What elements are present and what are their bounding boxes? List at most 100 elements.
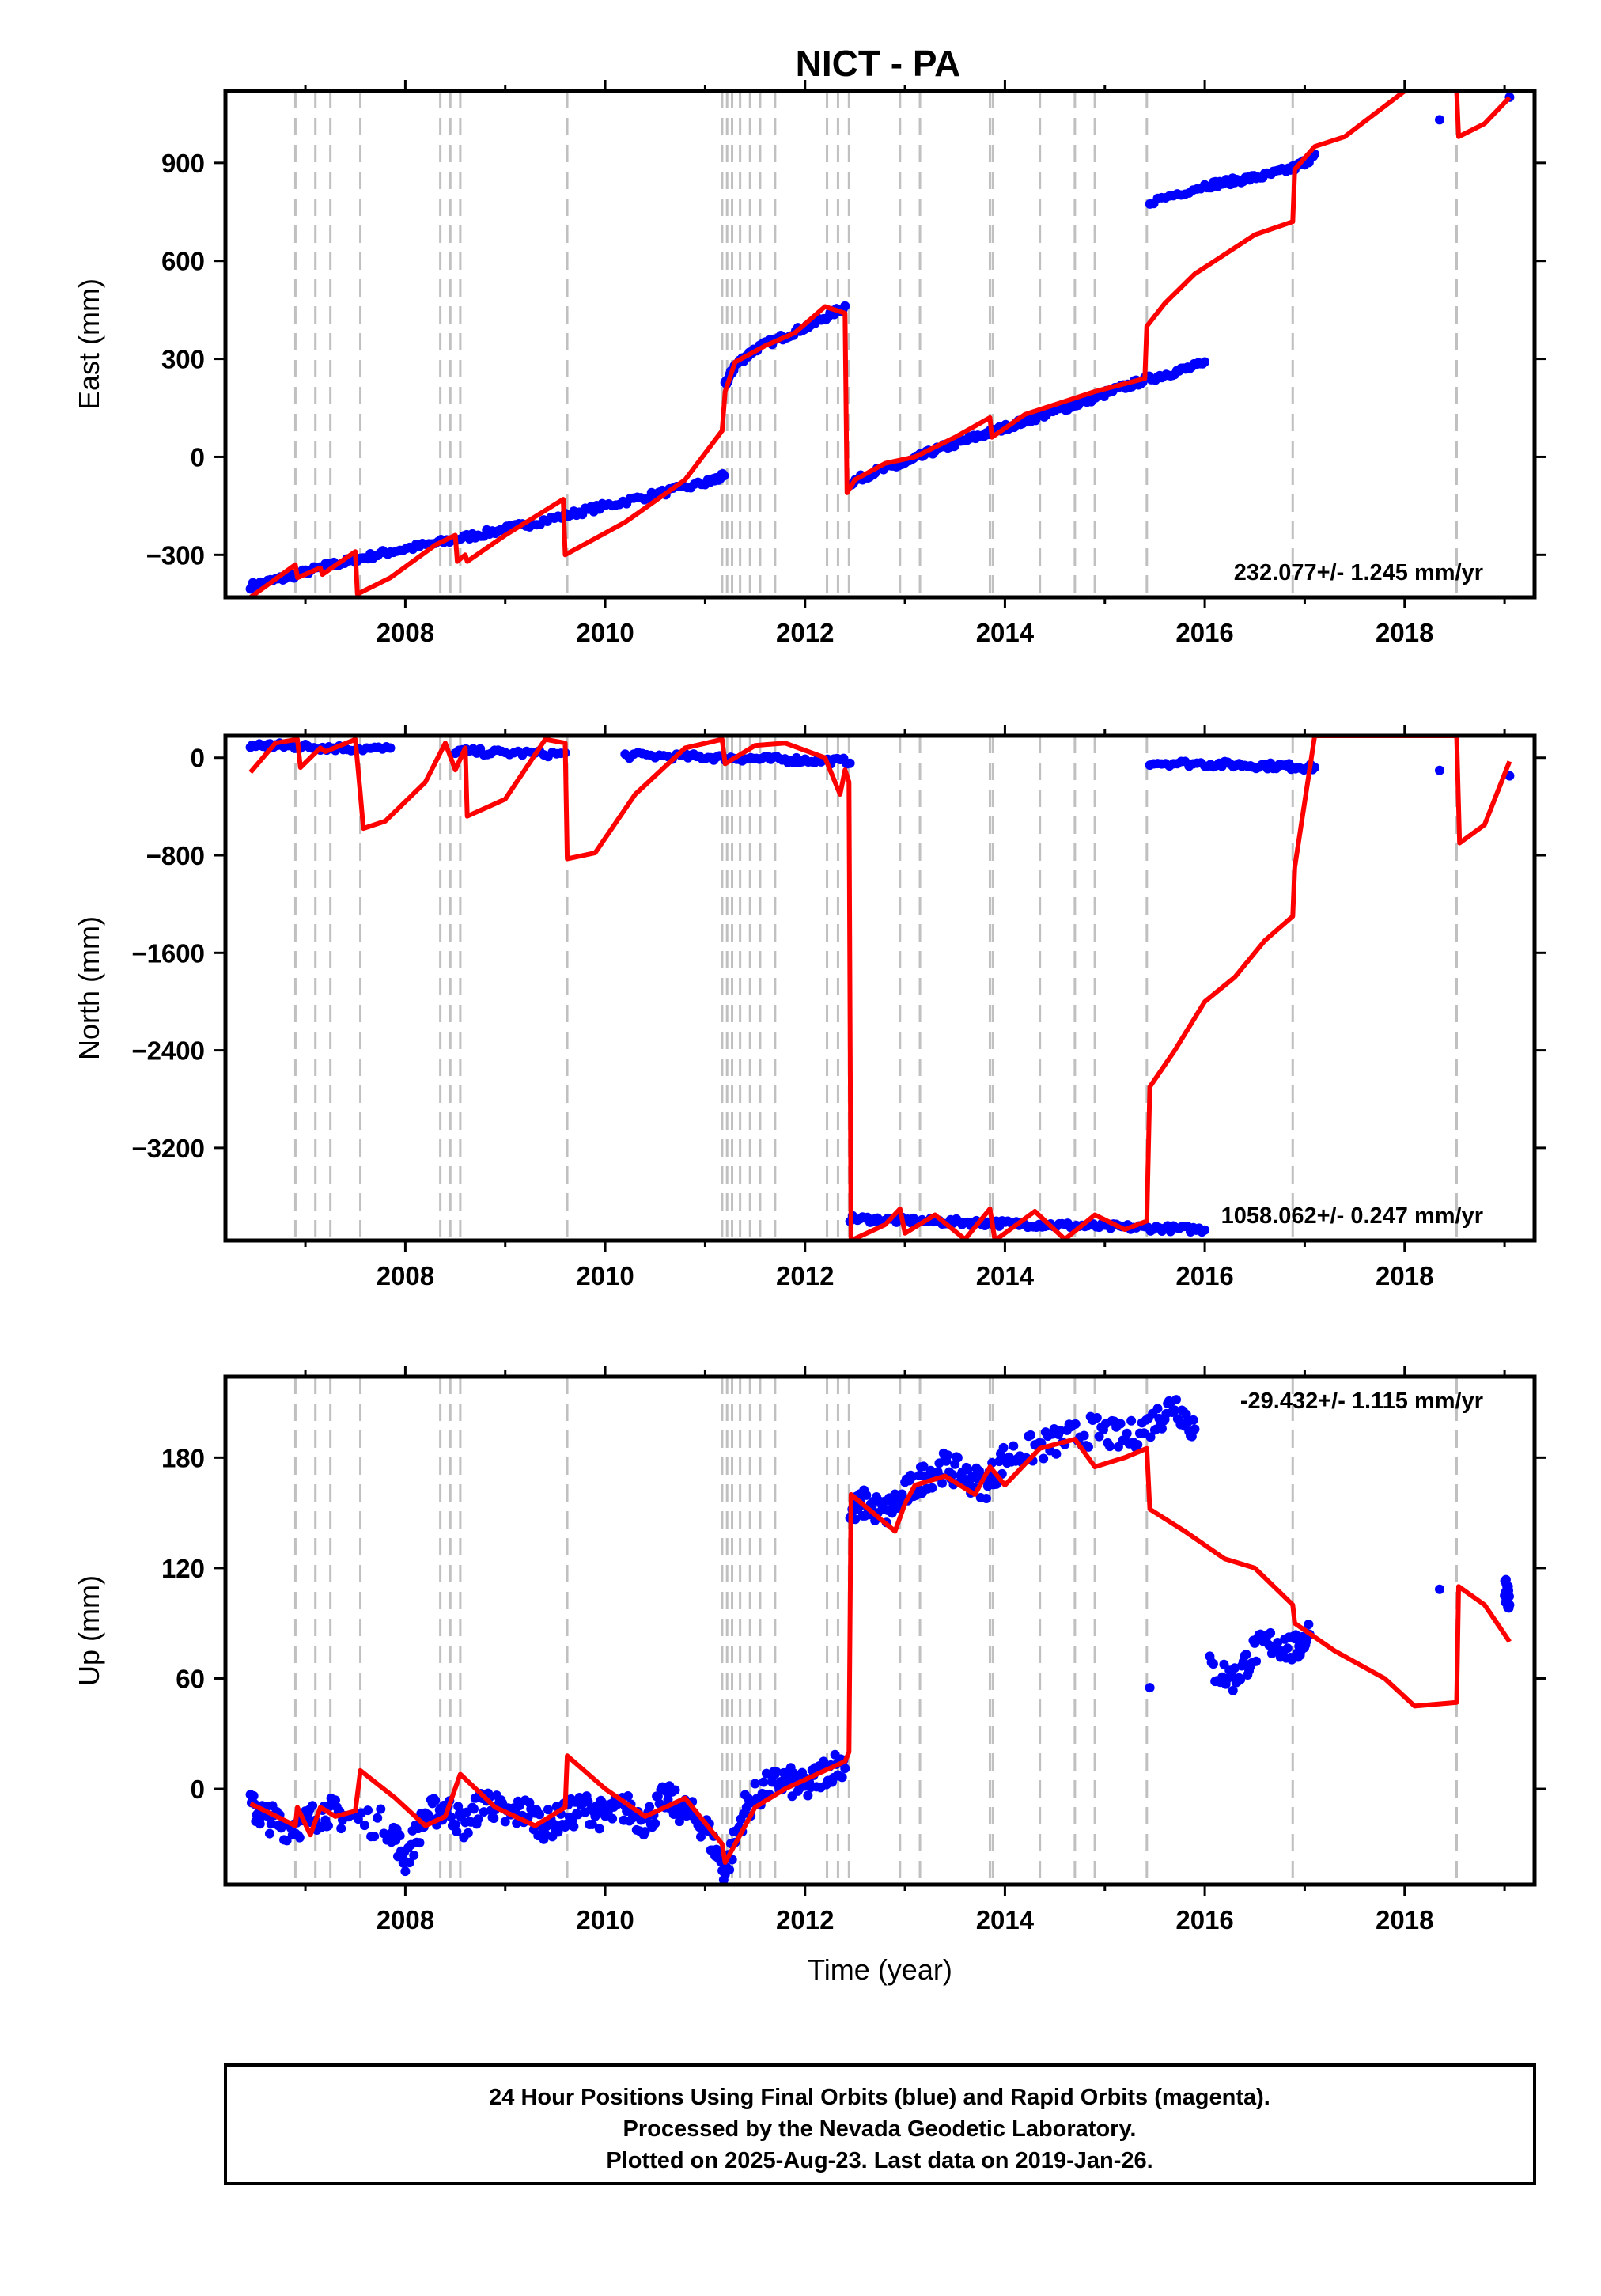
up-data-point [963,1464,973,1475]
east-model-line [248,91,1512,597]
east-y-tick-label: 600 [161,247,205,276]
up-data-point [1266,1627,1276,1638]
up-data-point [1188,1415,1198,1425]
east-rate-label: 232.077+/- 1.245 mm/yr [1234,560,1483,585]
up-data-point [323,1821,333,1831]
up-data-point [359,1821,369,1831]
up-data-point [1152,1404,1163,1414]
up-x-tick-label: 2018 [1376,1905,1433,1934]
chart-title: NICT - PA [796,43,961,84]
up-data-point [1434,1584,1444,1594]
up-data-point [1009,1441,1019,1451]
up-data-point [1504,1591,1514,1601]
up-data-point [294,1832,305,1843]
north-x-tick-label: 2014 [976,1261,1035,1290]
up-data-point [1504,1600,1515,1610]
up-data-point [430,1795,441,1805]
up-panel: 2008 2010 2012 2014 2016 2018 0 60 120 180 Up (mm)… [73,1366,1546,1986]
up-data-point [750,1779,760,1789]
up-data-point [469,1804,479,1814]
north-y-tick-label: 0 [191,744,205,773]
footer-line-2: Processed by the Nevada Geodetic Laborat… [623,2116,1137,2142]
up-rate-label: -29.432+/- 1.115 mm/yr [1240,1389,1483,1414]
up-data-point [1084,1442,1094,1452]
footer-line-1: 24 Hour Positions Using Final Orbits (bl… [489,2085,1270,2110]
up-data-point [404,1858,414,1868]
up-data-point [1208,1659,1218,1669]
up-data-point [373,1813,383,1823]
up-data-point [670,1785,680,1795]
up-x-tick-label: 2016 [1175,1905,1233,1934]
up-data-point [336,1824,346,1834]
up-data-point [663,1794,673,1805]
up-data-point [535,1809,545,1820]
up-x-tick-label: 2014 [976,1905,1035,1934]
up-data-point [840,1764,850,1774]
east-y-tick-label: 900 [161,149,205,178]
up-data-point [463,1828,473,1838]
up-data-point [264,1828,274,1839]
up-data-point [489,1813,499,1824]
east-y-tick-label: −300 [146,540,205,570]
up-data-point [1236,1674,1246,1684]
up-data-point [1181,1409,1191,1419]
up-data-point [1115,1419,1126,1429]
up-data-point [540,1829,551,1839]
up-data-point [573,1809,583,1820]
up-data-point [376,1804,386,1814]
east-x-tick-label: 2018 [1376,618,1433,647]
up-data-point [1241,1650,1251,1660]
up-data-point [446,1812,456,1822]
north-y-tick-label: −800 [146,841,205,870]
up-data-point [1025,1430,1035,1440]
north-x-tick-label: 2010 [576,1261,634,1290]
up-data-point [1273,1637,1283,1647]
up-data-point [927,1483,937,1493]
north-y-tick-label: −3200 [131,1134,205,1163]
up-y-tick-label: 120 [161,1554,205,1583]
up-data-point [803,1790,813,1801]
up-data-point [943,1450,953,1461]
east-frame [223,89,1537,600]
up-data-point [1228,1685,1238,1695]
north-y-tick-label: −1600 [131,938,205,968]
footer-box [224,2063,1536,2185]
up-data-point [587,1819,597,1829]
east-y-axis-label: East (mm) [73,278,105,410]
up-data-point [1304,1620,1314,1630]
up-data-point [450,1820,460,1830]
north-x-tick-label: 2016 [1175,1261,1233,1290]
east-data-point [840,301,850,311]
east-panel: 2008 2010 2012 2014 2016 2018 −300 0 300 600 900 Ea… [73,80,1546,647]
up-data-point [645,1802,655,1812]
up-data-point [1039,1453,1049,1464]
up-data-point [583,1797,593,1807]
up-data-point [308,1801,318,1811]
up-data-point [479,1807,489,1817]
up-data-point [395,1831,405,1841]
up-data-point [1051,1449,1062,1459]
east-data-point [1434,115,1444,125]
up-data-point [650,1818,660,1828]
up-data-point [623,1790,633,1801]
north-x-tick-label: 2008 [377,1261,434,1290]
east-x-tick-label: 2014 [976,618,1035,647]
up-data-point [897,1489,907,1499]
up-data-point [543,1805,553,1815]
up-data-point [425,1812,435,1822]
up-data-point [1079,1430,1089,1441]
up-data-point [837,1772,847,1783]
up-y-tick-label: 180 [161,1443,205,1472]
up-data-point [1133,1439,1143,1449]
up-data-point [1170,1405,1180,1415]
north-data-point [1434,765,1444,775]
north-frame [223,733,1537,1243]
up-data-point [771,1767,782,1777]
up-data-point [569,1821,579,1832]
up-data-point [1156,1423,1167,1434]
up-x-tick-label: 2008 [377,1905,434,1934]
north-panel: 2008 2010 2012 2014 2016 2018 0 −800 −1600 −2400 −… [73,725,1546,1290]
up-data-point [409,1850,419,1860]
up-data-point [414,1838,425,1848]
up-data-point [594,1824,604,1834]
